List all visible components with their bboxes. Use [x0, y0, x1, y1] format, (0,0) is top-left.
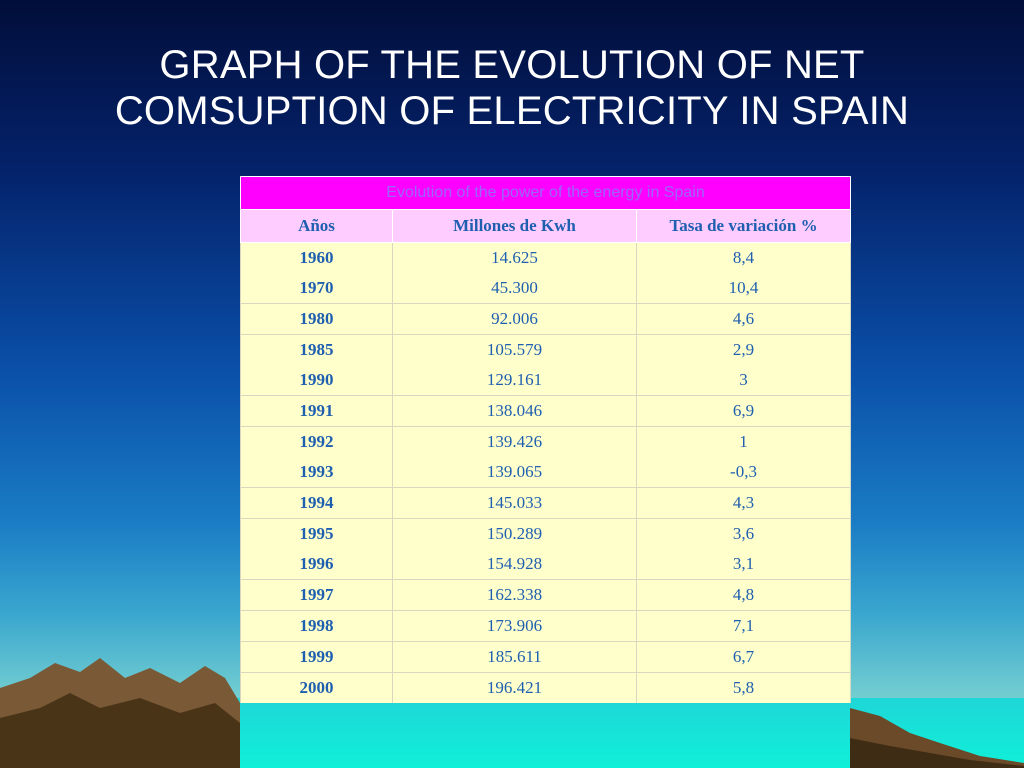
cell-million-kwh: 185.611	[392, 641, 637, 673]
cell-million-kwh: 45.300	[392, 273, 637, 304]
cell-million-kwh: 196.421	[392, 672, 637, 703]
cell-year: 1960	[240, 242, 393, 273]
cell-year: 1992	[240, 426, 393, 457]
cell-variation-rate: 5,8	[635, 672, 852, 703]
table-header-row: Años Millones de Kwh Tasa de variación %	[240, 209, 852, 243]
mountain-range-shade	[0, 693, 240, 768]
cell-variation-rate: 4,6	[635, 303, 852, 335]
table-row: 1996 154.928 3,1	[240, 549, 852, 580]
cell-variation-rate: 10,4	[635, 273, 852, 304]
cell-million-kwh: 138.046	[392, 395, 637, 427]
table-row: 1998 173.906 7,1	[240, 610, 852, 642]
mountain-landscape	[0, 658, 1024, 768]
table-row: 1985 105.579 2,9	[240, 334, 852, 365]
table-row: 1970 45.300 10,4	[240, 273, 852, 304]
cell-year: 1996	[240, 549, 393, 580]
cell-million-kwh: 139.426	[392, 426, 637, 457]
header-million-kwh: Millones de Kwh	[392, 209, 637, 243]
table-row: 1993 139.065 -0,3	[240, 457, 852, 488]
cell-million-kwh: 145.033	[392, 487, 637, 519]
cell-variation-rate: 3,6	[635, 518, 852, 549]
cell-million-kwh: 139.065	[392, 457, 637, 488]
table-row: 1995 150.289 3,6	[240, 518, 852, 549]
cell-year: 1999	[240, 641, 393, 673]
cell-variation-rate: 2,9	[635, 334, 852, 365]
table-caption-row: Evolution of the power of the energy in …	[239, 176, 852, 210]
table-row: 1990 129.161 3	[240, 365, 852, 396]
header-years: Años	[240, 209, 393, 243]
cell-million-kwh: 14.625	[392, 242, 637, 273]
cell-year: 1991	[240, 395, 393, 427]
cell-million-kwh: 105.579	[392, 334, 637, 365]
cell-year: 1985	[240, 334, 393, 365]
cell-year: 2000	[240, 672, 393, 703]
cell-million-kwh: 154.928	[392, 549, 637, 580]
table-row: 1999 185.611 6,7	[240, 641, 852, 673]
cell-million-kwh: 129.161	[392, 365, 637, 396]
cell-variation-rate: 4,3	[635, 487, 852, 519]
energy-table: Evolution of the power of the energy in …	[239, 176, 852, 703]
table-row: 2000 196.421 5,8	[240, 672, 852, 703]
cell-year: 1970	[240, 273, 393, 304]
cell-variation-rate: 4,8	[635, 579, 852, 611]
cell-year: 1998	[240, 610, 393, 642]
cell-year: 1993	[240, 457, 393, 488]
table-row: 1991 138.046 6,9	[240, 395, 852, 427]
header-variation-rate: Tasa de variación %	[635, 209, 852, 243]
cell-million-kwh: 150.289	[392, 518, 637, 549]
table-row: 1980 92.006 4,6	[240, 303, 852, 335]
title-line-1: GRAPH OF THE EVOLUTION OF NET	[159, 43, 865, 87]
cell-variation-rate: 7,1	[635, 610, 852, 642]
mountain-range-right-shade	[850, 738, 1024, 768]
cell-year: 1995	[240, 518, 393, 549]
cell-variation-rate: 3,1	[635, 549, 852, 580]
table-caption: Evolution of the power of the energy in …	[239, 176, 852, 210]
table-row: 1992 139.426 1	[240, 426, 852, 457]
cell-year: 1997	[240, 579, 393, 611]
slide-title: GRAPH OF THE EVOLUTION OF NET COMSUPTION…	[0, 42, 1024, 134]
table-row: 1960 14.625 8,4	[240, 242, 852, 273]
cell-variation-rate: 3	[635, 365, 852, 396]
cell-million-kwh: 173.906	[392, 610, 637, 642]
cell-year: 1994	[240, 487, 393, 519]
cell-year: 1980	[240, 303, 393, 335]
energy-table-container: Evolution of the power of the energy in …	[239, 176, 852, 703]
cell-year: 1990	[240, 365, 393, 396]
title-line-2: COMSUPTION OF ELECTRICITY IN SPAIN	[114, 89, 910, 133]
cell-variation-rate: 6,7	[635, 641, 852, 673]
cell-variation-rate: -0,3	[635, 457, 852, 488]
table-row: 1994 145.033 4,3	[240, 487, 852, 519]
table-row: 1997 162.338 4,8	[240, 579, 852, 611]
cell-variation-rate: 8,4	[635, 242, 852, 273]
cell-million-kwh: 92.006	[392, 303, 637, 335]
cell-variation-rate: 1	[635, 426, 852, 457]
cell-variation-rate: 6,9	[635, 395, 852, 427]
cell-million-kwh: 162.338	[392, 579, 637, 611]
